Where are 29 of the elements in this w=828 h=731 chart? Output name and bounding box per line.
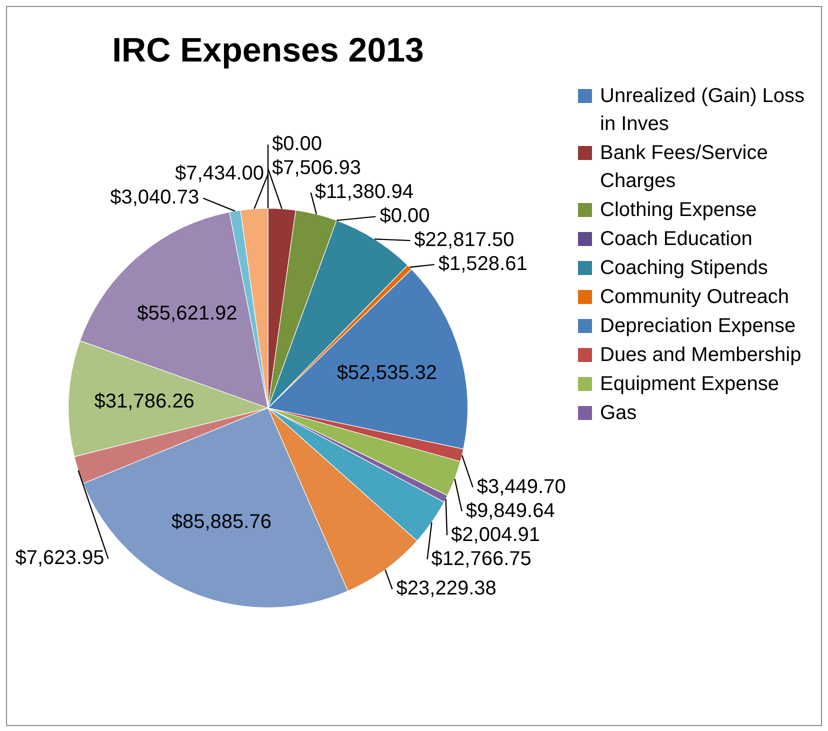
- data-label: $7,506.93: [272, 157, 361, 180]
- data-label: $31,786.26: [94, 390, 194, 412]
- chart-title: IRC Expenses 2013: [112, 31, 424, 70]
- legend-label: Gas: [600, 401, 637, 426]
- text: $0.00: [272, 133, 322, 156]
- data-label: $3,040.73: [110, 186, 200, 209]
- data-label: $3,449.70: [476, 476, 566, 498]
- legend-label: Community Outreach: [600, 285, 789, 310]
- text: $0.00: [380, 205, 430, 228]
- data-label: $7,623.95: [15, 547, 104, 570]
- data-label: $23,229.38: [396, 578, 496, 600]
- legend-label: Dues and Membership: [600, 343, 802, 368]
- data-label: $12,766.75: [431, 548, 532, 570]
- legend-label: Bank Fees/Service Charges: [600, 141, 769, 194]
- data-label: $85,885.76: [171, 511, 272, 534]
- legend-label: Depreciation Expense: [600, 314, 796, 339]
- legend-label: Coach Education: [600, 227, 752, 252]
- data-label: $7,434.00: [175, 162, 264, 185]
- legend-label: Clothing Expense: [600, 198, 757, 223]
- data-label: $2,004.91: [451, 524, 540, 546]
- data-label: $55,621.92: [137, 302, 238, 325]
- legend-label: Unrealized (Gain) Loss in Inves: [600, 84, 806, 137]
- data-label: $22,817.50: [414, 229, 514, 252]
- legend-label: Coaching Stipends: [600, 256, 768, 281]
- data-label: $52,535.32: [336, 362, 438, 384]
- data-label: $11,380.94: [314, 181, 414, 204]
- data-label: $9,849.64: [466, 500, 555, 522]
- data-label: $1,528.61: [438, 253, 528, 276]
- legend-label: Equipment Expense: [600, 372, 780, 397]
